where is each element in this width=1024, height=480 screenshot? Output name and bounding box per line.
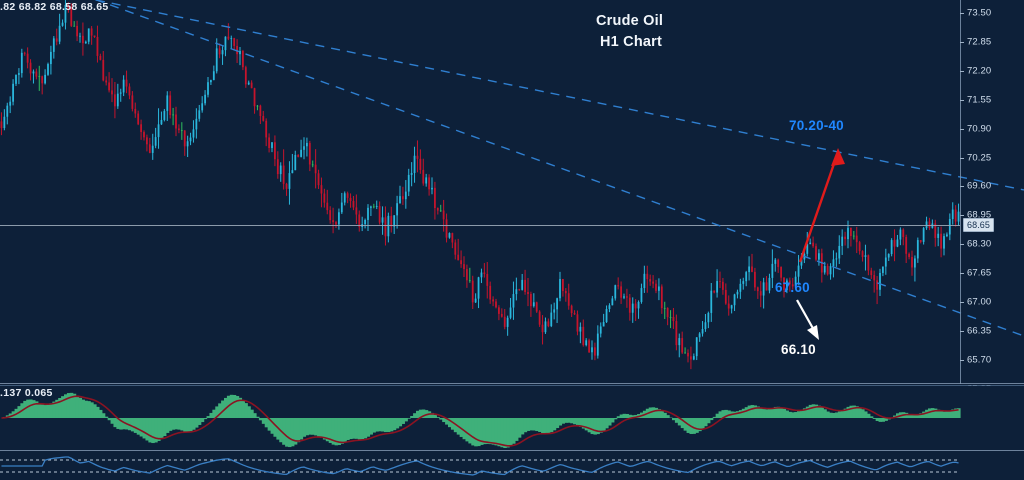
price-axis[interactable]: 73.50 72.85 72.20 71.55 70.90 70.25 69.60 68.95… (960, 0, 1024, 394)
annotation-layer (94, 0, 1024, 340)
price-axis-tick (960, 215, 964, 217)
price-axis-tick (960, 302, 964, 303)
price-axis-tick (960, 13, 964, 14)
price-axis-label: 67.65 (967, 267, 992, 279)
panel-separator-macd-rsi (0, 450, 1024, 451)
price-axis-tick (960, 41, 964, 43)
candlestick-series (0, 0, 960, 370)
trendline-lower (94, 0, 1024, 337)
macd-series (1, 392, 961, 448)
trendline-upper (95, 0, 1024, 191)
panel-separator-price-macd-2 (0, 385, 1024, 386)
ohlc-quote-readout: .82 68.82 68.58 68.65 (0, 1, 109, 13)
chart-title-timeframe: H1 Chart (600, 34, 663, 50)
macd-values-readout: .137 0.065 (0, 387, 53, 399)
price-axis-tick (960, 157, 964, 159)
price-axis-label: 72.20 (967, 65, 992, 77)
price-axis-label: 68.30 (967, 238, 992, 250)
panel-separator-price-macd (0, 383, 1024, 384)
price-axis-line (960, 0, 961, 384)
entry-price-label: 67.60 (775, 280, 810, 295)
chart-title-block: Crude Oil H1 Chart (596, 11, 663, 53)
price-axis-label: 73.50 (967, 7, 992, 19)
price-axis-label: 67.00 (967, 296, 992, 308)
price-axis-tick (960, 186, 964, 188)
price-axis-label: 71.55 (967, 94, 992, 106)
price-axis-tick (960, 70, 964, 72)
price-axis-label: 70.90 (967, 123, 992, 135)
price-axis-tick (960, 330, 964, 332)
price-axis-tick (960, 273, 964, 275)
chart-title-instrument: Crude Oil (596, 13, 664, 29)
current-price-tag: 68.65 (963, 218, 995, 232)
price-axis-label: 70.25 (967, 152, 992, 163)
rsi-indicator-panel[interactable]: 1007030 (0, 452, 1024, 480)
price-chart-panel[interactable]: .82 68.82 68.58 68.65 Crude Oil H1 Chart… (0, 0, 1024, 394)
price-axis-tick (960, 99, 964, 101)
stop-loss-price-label: 66.10 (781, 342, 816, 357)
buy-arrow-icon (798, 148, 845, 263)
price-axis-label: 66.35 (967, 325, 992, 337)
macd-indicator-panel[interactable]: 0.4280.00-0.588 (0, 386, 1024, 450)
rsi-series (0, 456, 960, 476)
price-axis-label: 65.70 (967, 354, 992, 366)
price-axis-label: 68.95 (967, 209, 992, 221)
stop-arrow-icon (796, 299, 819, 340)
price-axis-tick (960, 128, 964, 130)
price-axis-label: 72.85 (967, 36, 992, 48)
price-axis-label: 69.60 (967, 180, 992, 192)
current-price-horizontal-line (0, 225, 960, 226)
target-price-label: 70.20-40 (789, 118, 844, 133)
price-axis-tick (960, 359, 964, 361)
price-axis-tick (960, 244, 964, 246)
